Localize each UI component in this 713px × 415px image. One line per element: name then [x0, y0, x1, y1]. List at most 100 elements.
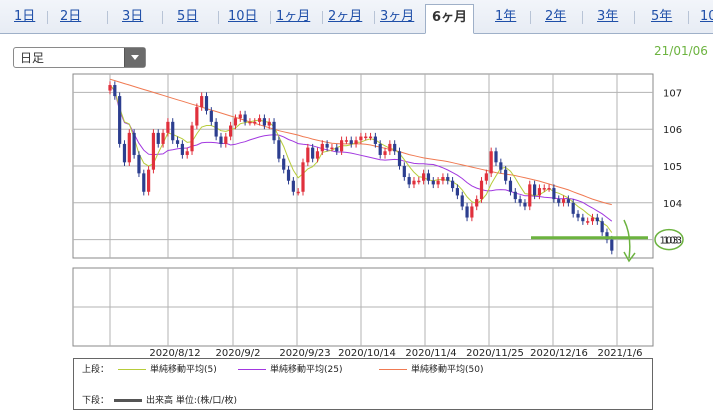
- down-arrow-shaft: [623, 219, 631, 259]
- tab-separator: [688, 11, 689, 24]
- candle-body: [291, 180, 295, 192]
- candle-body: [436, 180, 440, 185]
- candle-body: [499, 162, 503, 170]
- tab-2-years[interactable]: 2年: [545, 9, 567, 24]
- candle-body: [388, 143, 392, 152]
- candle-body: [479, 180, 484, 200]
- annotation-label: 103: [659, 236, 678, 247]
- candle-body: [108, 85, 112, 91]
- candle-body: [533, 184, 537, 196]
- candle-body: [277, 140, 281, 159]
- legend-ma50: 単純移動平均(50): [411, 365, 484, 375]
- candle-body: [373, 136, 377, 144]
- candle-body: [523, 202, 527, 207]
- candle-body: [209, 110, 213, 122]
- candle-body: [286, 169, 291, 181]
- candle-body: [557, 199, 561, 203]
- candle-body: [600, 221, 604, 233]
- candle-body: [171, 121, 175, 141]
- x-tick-label: 2020/9/23: [279, 348, 330, 359]
- candle-body: [431, 180, 435, 185]
- candle-body: [267, 121, 271, 126]
- candle-body: [166, 121, 170, 133]
- y-tick-label: 107: [663, 88, 682, 99]
- candle-body: [132, 132, 136, 155]
- interval-select-value: 日足: [20, 51, 45, 65]
- candle-body: [296, 191, 300, 194]
- candle-body: [484, 173, 488, 181]
- legend-ma5-swatch: [118, 369, 146, 370]
- candle-body: [364, 136, 368, 139]
- candle-body: [320, 143, 324, 152]
- candle-body: [243, 114, 247, 122]
- candle-body: [537, 188, 542, 196]
- candle-body: [214, 121, 218, 137]
- candle-body: [494, 151, 498, 163]
- y-tick-label: 106: [663, 125, 682, 136]
- candle-body: [147, 169, 151, 192]
- candle-body: [402, 166, 406, 178]
- candle-body: [325, 143, 329, 148]
- tab-10-days[interactable]: 10日: [228, 9, 258, 24]
- x-tick-label: 2020/9/2: [216, 348, 261, 359]
- legend-lower-label: 下段：: [82, 396, 110, 406]
- candle-body: [407, 177, 411, 185]
- tab-2-days[interactable]: 2日: [60, 9, 82, 24]
- legend-ma25-swatch: [238, 369, 266, 370]
- candle-body: [581, 217, 585, 222]
- candle-body: [219, 136, 223, 144]
- tab-separator: [162, 11, 163, 24]
- candle-body: [272, 121, 276, 141]
- x-tick-label: 2021/1/6: [598, 348, 643, 359]
- tab-10-years[interactable]: 10: [700, 9, 713, 24]
- tab-3-years[interactable]: 3年: [597, 9, 619, 24]
- candle-body: [195, 107, 199, 126]
- highlight-oval: [654, 228, 684, 251]
- grid: [73, 74, 653, 258]
- candle-body: [489, 151, 493, 174]
- volume-grid: [73, 268, 653, 346]
- candle-body: [441, 177, 445, 181]
- tab-separator: [322, 11, 323, 24]
- candle-body: [354, 140, 358, 144]
- candle-body: [378, 143, 382, 155]
- tab-separator: [218, 11, 219, 24]
- y-tick-label: 105: [663, 162, 682, 173]
- candle-body: [253, 121, 257, 124]
- candle-body: [190, 125, 194, 152]
- x-tick-label: 2020/10/14: [338, 348, 396, 359]
- candle-layer: [108, 81, 614, 255]
- candle-body: [257, 118, 262, 122]
- interval-select[interactable]: 日足: [13, 47, 146, 68]
- candle-body: [470, 206, 474, 218]
- x-tick-label: 2020/11/25: [466, 348, 524, 359]
- dropdown-button[interactable]: [124, 48, 145, 67]
- tab-1-month[interactable]: 1ヶ月: [276, 9, 311, 24]
- tab-separator: [374, 11, 375, 24]
- tab-5-days[interactable]: 5日: [177, 9, 199, 24]
- candle-body: [518, 199, 522, 203]
- candle-body: [605, 232, 609, 240]
- tab-1-day[interactable]: 1日: [14, 9, 36, 24]
- candle-body: [142, 173, 146, 192]
- period-tab-bar: 1日 2日 3日 5日 10日 1ヶ月 2ヶ月 3ヶ月 6ヶ月 1年 2年 3年…: [0, 0, 713, 34]
- candle-body: [229, 125, 233, 137]
- x-axis: 2020/8/12 2020/9/2 2020/9/23 2020/10/14 2020…: [149, 348, 642, 359]
- candle-body: [340, 140, 344, 152]
- candle-body: [344, 140, 349, 142]
- legend: 上段： 単純移動平均(5) 単純移動平均(25) 単純移動平均(50) 下段： …: [73, 358, 653, 410]
- legend-volume-swatch: [114, 399, 142, 402]
- tab-5-years[interactable]: 5年: [651, 9, 673, 24]
- legend-ma5: 単純移動平均(5): [150, 365, 217, 375]
- tab-separator: [530, 11, 531, 24]
- tab-2-months[interactable]: 2ヶ月: [328, 9, 363, 24]
- candle-body: [393, 143, 397, 152]
- tab-3-months[interactable]: 3ヶ月: [380, 9, 415, 24]
- candle-body: [450, 180, 455, 189]
- tab-3-days[interactable]: 3日: [122, 9, 144, 24]
- candle-body: [460, 195, 464, 207]
- candle-body: [118, 96, 122, 144]
- tab-6-months[interactable]: 6ヶ月: [425, 4, 475, 34]
- tab-1-year[interactable]: 1年: [495, 9, 517, 24]
